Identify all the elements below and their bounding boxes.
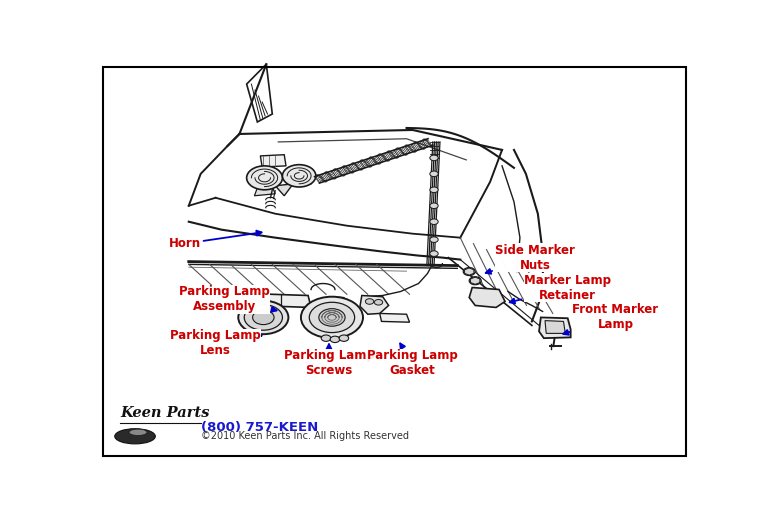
- Circle shape: [253, 310, 274, 325]
- Text: Front Marker
Lamp: Front Marker Lamp: [572, 304, 658, 332]
- Circle shape: [339, 335, 349, 341]
- Polygon shape: [380, 313, 410, 322]
- Circle shape: [430, 219, 438, 224]
- Circle shape: [430, 203, 438, 209]
- Ellipse shape: [115, 429, 156, 444]
- Text: Parking Lamp
Assembly: Parking Lamp Assembly: [179, 285, 270, 313]
- Text: Marker Lamp
Retainer: Marker Lamp Retainer: [524, 274, 611, 301]
- Text: Horn: Horn: [169, 237, 201, 250]
- Polygon shape: [469, 287, 505, 308]
- Text: Parking Lamp
Gasket: Parking Lamp Gasket: [367, 349, 458, 377]
- Circle shape: [238, 300, 289, 334]
- Circle shape: [283, 165, 316, 187]
- Circle shape: [430, 187, 438, 193]
- Text: Side Marker
Nuts: Side Marker Nuts: [495, 243, 574, 271]
- Circle shape: [301, 297, 363, 338]
- Text: (800) 757-KEEN: (800) 757-KEEN: [201, 421, 318, 434]
- Circle shape: [374, 299, 383, 305]
- Text: Parking Lamp
Gasket: Parking Lamp Gasket: [367, 343, 458, 377]
- Circle shape: [330, 336, 340, 342]
- Polygon shape: [464, 268, 474, 275]
- Circle shape: [430, 251, 438, 256]
- Circle shape: [469, 277, 481, 285]
- Polygon shape: [254, 186, 276, 196]
- Circle shape: [244, 305, 283, 330]
- Text: Parking Lamp
Lens: Parking Lamp Lens: [170, 329, 262, 357]
- Text: Parking Lamp
Screws: Parking Lamp Screws: [283, 349, 374, 377]
- Ellipse shape: [129, 429, 147, 436]
- Text: Keen Parts: Keen Parts: [120, 406, 209, 420]
- Polygon shape: [276, 184, 293, 196]
- Text: Parking Lamp
Lens: Parking Lamp Lens: [170, 329, 261, 357]
- Polygon shape: [249, 294, 311, 308]
- Text: Front Marker
Lamp: Front Marker Lamp: [564, 304, 658, 335]
- Circle shape: [430, 155, 438, 161]
- Polygon shape: [470, 277, 480, 284]
- Polygon shape: [329, 297, 347, 304]
- Text: Parking Lamp
Screws: Parking Lamp Screws: [283, 344, 374, 377]
- Circle shape: [310, 303, 355, 333]
- Text: Side Marker
Nuts: Side Marker Nuts: [486, 243, 574, 274]
- Text: ©2010 Keen Parts Inc. All Rights Reserved: ©2010 Keen Parts Inc. All Rights Reserve…: [201, 431, 409, 441]
- Text: Horn: Horn: [169, 231, 262, 250]
- Text: Marker Lamp
Retainer: Marker Lamp Retainer: [510, 274, 611, 304]
- Polygon shape: [539, 318, 571, 338]
- Circle shape: [319, 309, 345, 326]
- Text: Parking Lamp
Assembly: Parking Lamp Assembly: [179, 285, 276, 313]
- Circle shape: [430, 171, 438, 177]
- Polygon shape: [260, 155, 286, 167]
- Polygon shape: [360, 295, 389, 314]
- Polygon shape: [545, 321, 565, 334]
- Circle shape: [321, 335, 331, 341]
- Circle shape: [366, 299, 373, 304]
- Circle shape: [464, 268, 475, 276]
- Circle shape: [430, 237, 438, 242]
- Circle shape: [246, 166, 283, 190]
